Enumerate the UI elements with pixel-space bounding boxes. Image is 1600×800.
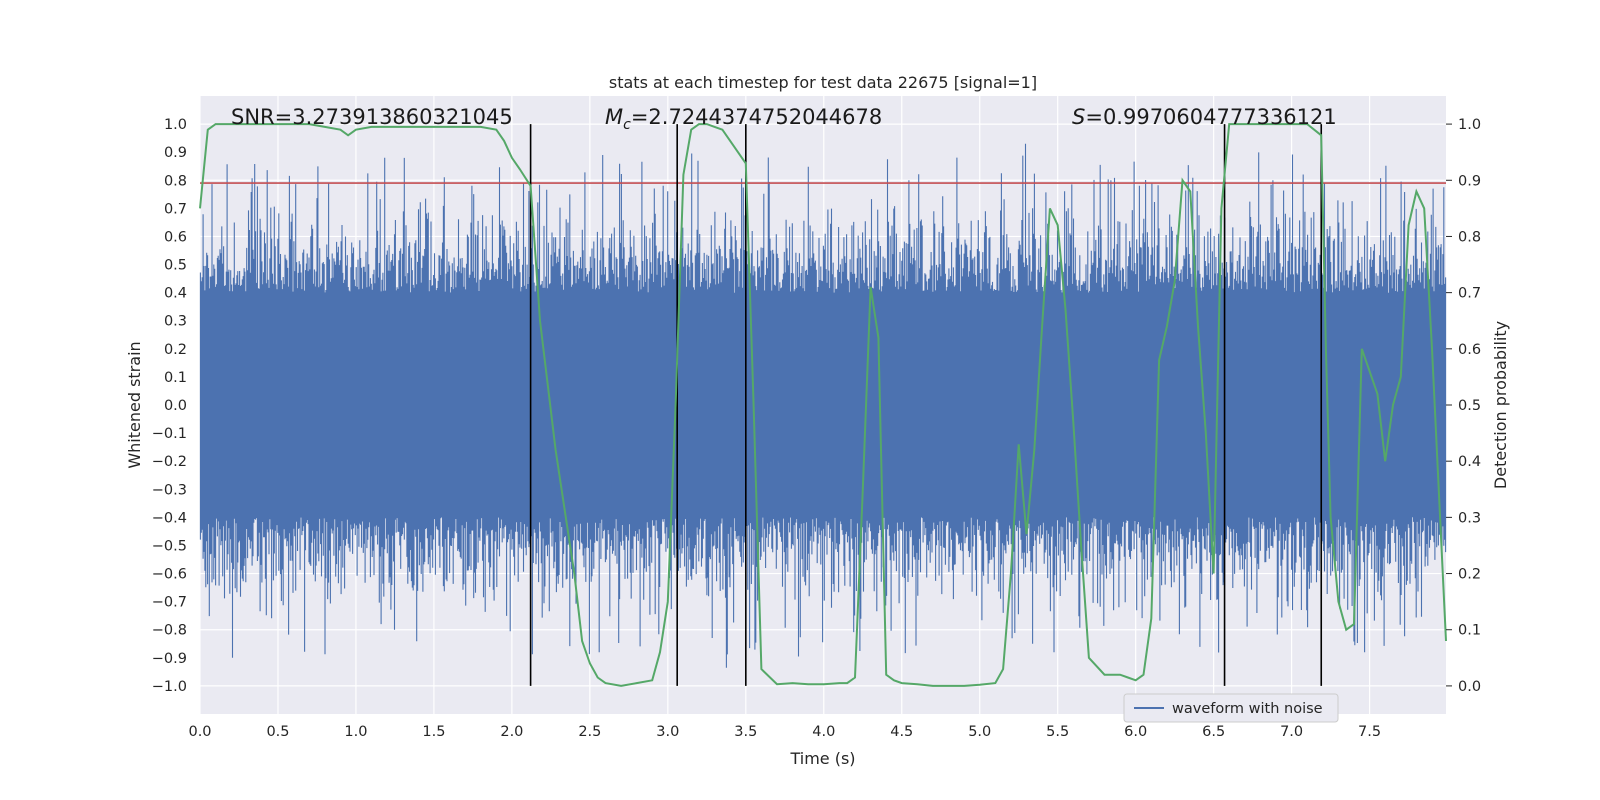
y-tick-label: −1.0 — [152, 679, 187, 695]
x-tick-label: 3.5 — [734, 724, 757, 740]
y-tick-label: 0.4 — [164, 286, 187, 302]
y-axis-label: Whitened strain — [125, 341, 144, 468]
chirp-mass-symbol: M — [605, 105, 623, 129]
x-tick-label: 3.0 — [656, 724, 679, 740]
y2-tick-label: 0.0 — [1458, 679, 1481, 695]
y-tick-label: 0.0 — [164, 398, 187, 414]
x-tick-label: 0.0 — [188, 724, 211, 740]
legend-label: waveform with noise — [1172, 701, 1323, 717]
snr-annotation: SNR=3.273913860321045 — [231, 105, 513, 129]
x-tick-label: 4.5 — [890, 724, 913, 740]
y2-tick-label: 0.2 — [1458, 567, 1481, 583]
y-tick-label: 0.1 — [164, 370, 187, 386]
chart-title: stats at each timestep for test data 226… — [609, 73, 1037, 92]
y2-tick-label: 0.7 — [1458, 286, 1481, 302]
y2-tick-label: 0.5 — [1458, 398, 1481, 414]
x-tick-label: 2.5 — [578, 724, 601, 740]
y-tick-label: 0.9 — [164, 145, 187, 161]
y-tick-label: −0.6 — [152, 567, 187, 583]
x-tick-label: 6.5 — [1202, 724, 1225, 740]
y-tick-label: −0.8 — [152, 623, 187, 639]
x-tick-label: 7.5 — [1358, 724, 1381, 740]
x-tick-label: 1.0 — [344, 724, 367, 740]
legend: waveform with noise — [1123, 693, 1339, 723]
x-tick-label: 2.0 — [500, 724, 523, 740]
x-axis-label: Time (s) — [789, 749, 855, 768]
y-tick-label: −0.5 — [152, 538, 187, 554]
y-tick-label: −0.2 — [152, 454, 187, 470]
y-tick-label: 0.3 — [164, 314, 187, 330]
x-tick-label: 4.0 — [812, 724, 835, 740]
chirp-mass-value: =2.7244374752044678 — [631, 105, 882, 129]
y2-tick-label: 0.8 — [1458, 229, 1481, 245]
y-tick-label: 0.8 — [164, 173, 187, 189]
y2-tick-label: 0.6 — [1458, 342, 1481, 358]
y-tick-label: 0.6 — [164, 229, 187, 245]
s-value: =0.9970604777336121 — [1085, 105, 1336, 129]
x-tick-label: 6.0 — [1124, 724, 1147, 740]
y2-tick-label: 0.1 — [1458, 623, 1481, 639]
s-symbol: S — [1072, 105, 1085, 129]
y2-axis-label: Detection probability — [1491, 321, 1510, 489]
y-tick-label: −0.4 — [152, 510, 187, 526]
y-tick-label: −0.1 — [152, 426, 187, 442]
x-tick-label: 5.5 — [1046, 724, 1069, 740]
detection-probability-line — [199, 123, 1447, 687]
y-tick-label: 0.2 — [164, 342, 187, 358]
y-tick-label: −0.7 — [152, 595, 187, 611]
s-annotation: S=0.9970604777336121 — [1072, 105, 1337, 129]
y2-tick-label: 0.9 — [1458, 173, 1481, 189]
x-tick-label: 1.5 — [422, 724, 445, 740]
legend-box — [1123, 693, 1339, 723]
y2-tick-label: 0.4 — [1458, 454, 1481, 470]
x-tick-label: 7.0 — [1280, 724, 1303, 740]
y-tick-label: −0.3 — [152, 482, 187, 498]
y-tick-label: 0.7 — [164, 201, 187, 217]
y-tick-label: 0.5 — [164, 258, 187, 274]
y2-tick-label: 1.0 — [1458, 117, 1481, 133]
chirp-mass-annotation: Mc=2.7244374752044678 — [605, 105, 882, 133]
x-tick-label: 5.0 — [968, 724, 991, 740]
x-tick-label: 0.5 — [266, 724, 289, 740]
y-tick-label: −0.9 — [152, 651, 187, 667]
chirp-mass-subscript: c — [623, 117, 631, 133]
y-tick-label: 1.0 — [164, 117, 187, 133]
y2-tick-label: 0.3 — [1458, 510, 1481, 526]
